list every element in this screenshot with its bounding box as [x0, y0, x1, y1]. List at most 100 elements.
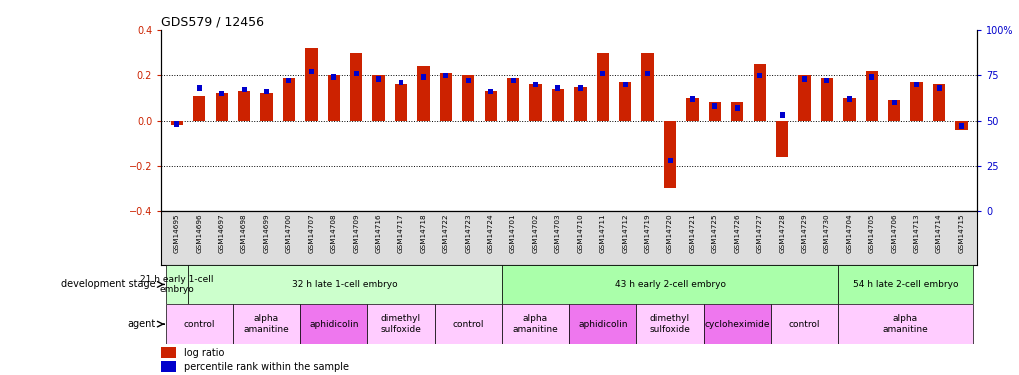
Text: GSM14722: GSM14722: [442, 214, 448, 254]
Bar: [636, 304, 703, 344]
Bar: [731, 102, 743, 121]
Text: GSM14703: GSM14703: [554, 214, 560, 254]
Text: dimethyl
sulfoxide: dimethyl sulfoxide: [380, 314, 421, 334]
Text: GSM14697: GSM14697: [218, 214, 224, 254]
Text: GSM14695: GSM14695: [173, 214, 179, 254]
Bar: [865, 71, 877, 121]
Bar: [488, 89, 492, 94]
Text: control: control: [788, 320, 819, 328]
Bar: [439, 73, 451, 121]
Bar: [888, 100, 900, 121]
Bar: [511, 78, 515, 83]
Bar: [569, 304, 636, 344]
Bar: [286, 78, 291, 83]
Text: cycloheximide: cycloheximide: [704, 320, 769, 328]
Bar: [820, 78, 833, 121]
Bar: [734, 105, 739, 111]
Bar: [574, 87, 586, 121]
Bar: [846, 96, 851, 102]
Text: aphidicolin: aphidicolin: [309, 320, 358, 328]
Bar: [215, 93, 227, 121]
Bar: [466, 78, 471, 83]
Bar: [161, 347, 175, 358]
Bar: [372, 75, 384, 121]
Bar: [891, 100, 896, 105]
Text: GSM14728: GSM14728: [779, 214, 785, 254]
Bar: [770, 304, 838, 344]
Bar: [327, 75, 339, 121]
Text: GDS579 / 12456: GDS579 / 12456: [161, 16, 264, 29]
Bar: [219, 91, 224, 96]
Text: GSM14723: GSM14723: [465, 214, 471, 254]
Text: GSM14717: GSM14717: [397, 214, 404, 254]
Bar: [434, 304, 501, 344]
Bar: [417, 66, 429, 121]
Text: GSM14715: GSM14715: [958, 214, 964, 254]
Bar: [331, 74, 336, 80]
Bar: [619, 82, 631, 121]
Text: GSM14724: GSM14724: [487, 214, 493, 254]
Text: GSM14720: GSM14720: [666, 214, 673, 254]
Bar: [398, 80, 404, 85]
Bar: [935, 85, 941, 91]
Text: GSM14707: GSM14707: [308, 214, 314, 254]
Text: GSM14725: GSM14725: [711, 214, 717, 254]
Bar: [282, 78, 294, 121]
Bar: [260, 93, 272, 121]
Bar: [913, 82, 918, 87]
Text: GSM14729: GSM14729: [801, 214, 807, 254]
Bar: [666, 158, 672, 163]
Text: agent: agent: [127, 319, 156, 329]
Bar: [703, 304, 770, 344]
Bar: [350, 53, 362, 121]
Bar: [197, 85, 202, 91]
Bar: [686, 98, 698, 121]
Bar: [394, 84, 407, 121]
Bar: [958, 123, 963, 129]
Bar: [823, 78, 828, 83]
Text: GSM14698: GSM14698: [240, 214, 247, 254]
Text: GSM14696: GSM14696: [196, 214, 202, 254]
Bar: [955, 121, 967, 130]
Bar: [484, 91, 496, 121]
Text: GSM14719: GSM14719: [644, 214, 650, 254]
Bar: [462, 75, 474, 121]
Bar: [663, 121, 676, 189]
Bar: [443, 73, 448, 78]
Bar: [775, 121, 788, 157]
Text: alpha
amanitine: alpha amanitine: [244, 314, 289, 334]
Bar: [165, 304, 232, 344]
Bar: [779, 112, 784, 118]
Bar: [421, 74, 426, 80]
Bar: [242, 87, 247, 93]
Text: GSM14716: GSM14716: [375, 214, 381, 254]
Bar: [838, 265, 972, 304]
Bar: [376, 76, 381, 82]
Bar: [165, 265, 187, 304]
Bar: [232, 304, 300, 344]
Bar: [753, 64, 765, 121]
Bar: [932, 84, 945, 121]
Text: GSM14709: GSM14709: [353, 214, 359, 254]
Bar: [910, 82, 922, 121]
Bar: [187, 265, 501, 304]
Bar: [645, 71, 649, 76]
Bar: [838, 304, 972, 344]
Text: GSM14712: GSM14712: [622, 214, 628, 254]
Text: alpha
amanitine: alpha amanitine: [513, 314, 557, 334]
Text: GSM14706: GSM14706: [891, 214, 897, 254]
Text: GSM14711: GSM14711: [599, 214, 605, 254]
Text: GSM14726: GSM14726: [734, 214, 740, 254]
Text: GSM14704: GSM14704: [846, 214, 852, 254]
Bar: [170, 121, 182, 125]
Text: GSM14721: GSM14721: [689, 214, 695, 254]
Text: 21 h early 1-cell
embryо: 21 h early 1-cell embryо: [140, 275, 213, 294]
Text: GSM14727: GSM14727: [756, 214, 762, 254]
Bar: [354, 71, 359, 76]
Text: 43 h early 2-cell embryo: 43 h early 2-cell embryo: [613, 280, 725, 289]
Text: 54 h late 2-cell embryo: 54 h late 2-cell embryo: [852, 280, 957, 289]
Text: GSM14708: GSM14708: [330, 214, 336, 254]
Bar: [623, 82, 627, 87]
Text: development stage: development stage: [61, 279, 156, 290]
Bar: [555, 85, 559, 91]
